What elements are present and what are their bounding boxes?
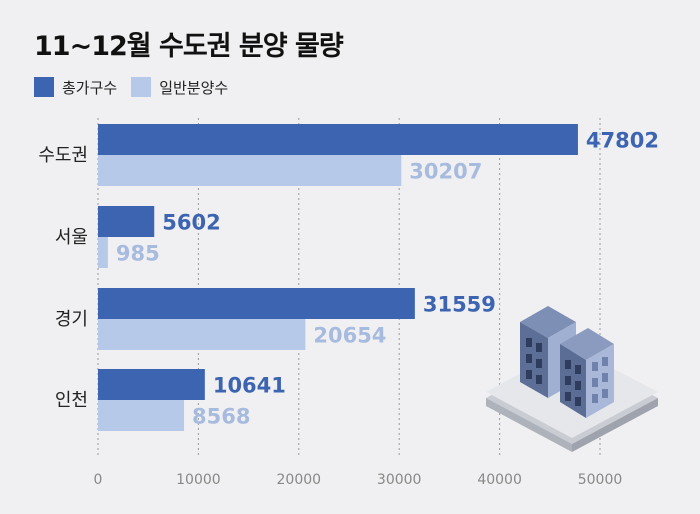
bar-general (98, 237, 108, 268)
data-label-total: 5602 (162, 211, 220, 235)
x-tick-label: 0 (94, 472, 103, 488)
data-label-total: 47802 (586, 129, 659, 153)
chart-title: 11~12월 수도권 분양 물량 (34, 31, 344, 62)
data-label-total: 31559 (423, 293, 496, 317)
data-label-total: 10641 (213, 374, 286, 398)
bar-total (98, 369, 205, 400)
bar-total (98, 288, 415, 319)
bar-total (98, 124, 578, 155)
legend-item-total: 총가구수 (34, 77, 117, 98)
x-tick-label: 40000 (477, 472, 522, 488)
x-tick-label: 10000 (176, 472, 221, 488)
data-label-general: 8568 (192, 405, 250, 429)
bar-general (98, 400, 185, 431)
bar-general (98, 155, 402, 186)
data-label-general: 985 (116, 242, 160, 266)
x-axis-ticks: 0 10000 20000 30000 40000 50000 (94, 472, 623, 488)
category-label: 경기 (55, 309, 88, 330)
category-label: 인천 (55, 390, 88, 411)
data-label-general: 30207 (409, 160, 482, 184)
bars (98, 124, 578, 431)
legend-item-general: 일반분양수 (131, 77, 228, 98)
bar-total (98, 206, 155, 237)
x-tick-label: 50000 (578, 472, 623, 488)
legend-swatch-general (131, 77, 152, 97)
apartment-buildings-icon (486, 306, 658, 452)
x-tick-label: 30000 (377, 472, 422, 488)
category-label: 수도권 (38, 145, 88, 166)
legend-swatch-total (34, 77, 54, 97)
category-label: 서울 (55, 227, 88, 248)
data-label-general: 20654 (313, 324, 386, 348)
x-tick-label: 20000 (277, 472, 322, 488)
legend-label-general: 일반분양수 (159, 78, 229, 97)
legend: 총가구수 일반분양수 (34, 76, 242, 98)
bar-general (98, 319, 306, 350)
legend-label-total: 총가구수 (62, 78, 118, 97)
